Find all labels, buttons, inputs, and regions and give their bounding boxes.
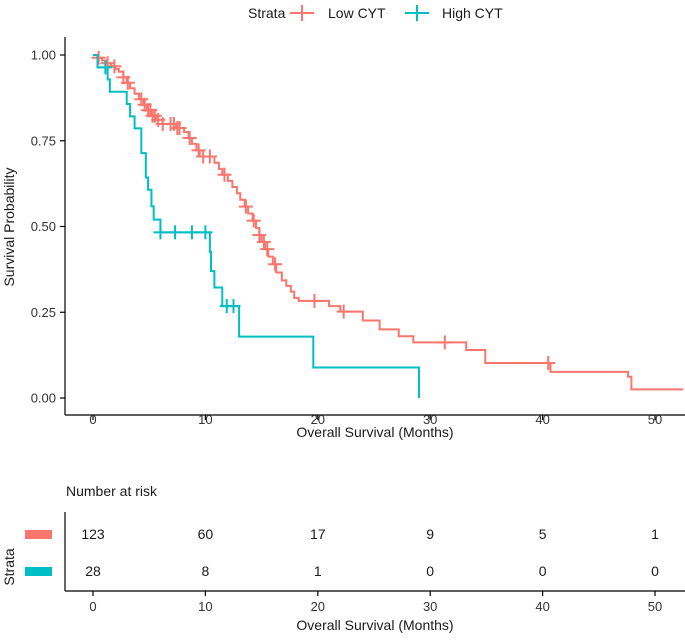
risk-table-y-title: Strata: [1, 548, 17, 586]
legend: Strata Low CYT High CYT: [248, 5, 503, 21]
risk-count-high-cyt: 1: [314, 563, 322, 579]
censor-mark-low-cyt: [246, 213, 261, 228]
risk-count-high-cyt: 0: [539, 563, 547, 579]
risk-count-high-cyt: 8: [202, 563, 210, 579]
x-ticks: 0 10 20 30 40 50: [89, 412, 662, 427]
risk-table: Number at risk Strata 123 60 17 9 5 128 8 1 0 0 0 …: [1, 483, 685, 633]
risk-count-low-cyt: 17: [310, 526, 326, 542]
risk-swatch-high-cyt: [25, 567, 52, 576]
legend-entry-high-cyt: High CYT: [405, 5, 503, 21]
risk-x-tick-label: 20: [311, 599, 325, 614]
risk-numbers: 123 60 17 9 5 1 28 8 1 0 0 0: [81, 526, 659, 579]
y-tick-label: 0.75: [31, 133, 56, 148]
risk-x-tick-label: 50: [648, 599, 662, 614]
main-plot: 0.00 0.25 0.50 0.75 1.00 0 10 20 30 40 50 Surviva…: [1, 37, 685, 440]
risk-x-tick-label: 30: [423, 599, 437, 614]
risk-count-high-cyt: 0: [426, 563, 434, 579]
y-tick-label: 1.00: [31, 48, 56, 63]
risk-count-low-cyt: 5: [539, 526, 547, 542]
y-tick-label: 0.50: [31, 219, 56, 234]
censor-mark-low-cyt: [120, 75, 135, 90]
risk-count-low-cyt: 1: [651, 526, 659, 542]
censor-mark-high-cyt: [198, 225, 213, 240]
censor-mark-low-cyt: [238, 199, 253, 214]
censor-mark-high-cyt: [98, 60, 113, 75]
legend-label-low-cyt: Low CYT: [328, 5, 386, 21]
x-axis-title: Overall Survival (Months): [296, 424, 453, 440]
censor-mark-high-cyt: [168, 225, 183, 240]
censor-mark-low-cyt: [336, 304, 351, 319]
survival-curves: [91, 50, 684, 398]
y-ticks: 0.00 0.25 0.50 0.75 1.00: [31, 48, 65, 406]
legend-entry-low-cyt: Low CYT: [290, 5, 386, 21]
censor-mark-low-cyt: [202, 149, 217, 164]
risk-x-axis-title: Overall Survival (Months): [296, 617, 453, 633]
risk-count-low-cyt: 123: [81, 526, 105, 542]
legend-label-high-cyt: High CYT: [442, 5, 503, 21]
censor-mark-low-cyt: [256, 234, 271, 249]
x-tick-label: 40: [535, 412, 549, 427]
censor-mark-low-cyt: [217, 167, 232, 182]
risk-strata-swatches: [25, 530, 52, 576]
censor-mark-high-cyt: [153, 225, 168, 240]
censor-mark-low-cyt: [91, 50, 106, 65]
censor-mark-low-cyt: [307, 293, 322, 308]
risk-count-low-cyt: 9: [426, 526, 434, 542]
censor-mark-low-cyt: [437, 335, 452, 350]
censor-mark-high-cyt: [184, 225, 199, 240]
risk-x-ticks: 0 10 20 30 40 50: [89, 591, 662, 614]
censor-mark-low-cyt: [541, 356, 556, 371]
legend-title: Strata: [248, 5, 286, 21]
censor-mark-low-cyt: [260, 242, 275, 257]
risk-x-tick-label: 10: [198, 599, 212, 614]
censor-mark-low-cyt: [172, 121, 187, 136]
survival-curve-low-cyt: [93, 54, 684, 391]
censor-mark-low-cyt: [107, 59, 122, 74]
censor-mark-low-cyt: [182, 131, 197, 146]
risk-count-low-cyt: 60: [198, 526, 214, 542]
censor-mark-high-cyt: [226, 299, 241, 314]
survival-curve-high-cyt: [93, 54, 420, 398]
risk-count-high-cyt: 0: [651, 563, 659, 579]
y-axis-title: Survival Probability: [1, 167, 17, 286]
x-tick-label: 0: [89, 412, 96, 427]
x-tick-label: 10: [198, 412, 212, 427]
risk-x-tick-label: 40: [535, 599, 549, 614]
risk-x-tick-label: 0: [89, 599, 96, 614]
x-tick-label: 50: [648, 412, 662, 427]
risk-swatch-low-cyt: [25, 530, 52, 539]
risk-table-title: Number at risk: [66, 483, 158, 499]
y-tick-label: 0.00: [31, 391, 56, 406]
y-tick-label: 0.25: [31, 305, 56, 320]
risk-count-high-cyt: 28: [85, 563, 101, 579]
censor-mark-low-cyt: [268, 257, 283, 272]
x-tick-label: 30: [423, 412, 437, 427]
x-tick-label: 20: [311, 412, 325, 427]
